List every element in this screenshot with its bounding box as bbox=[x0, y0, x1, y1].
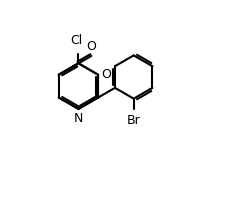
Text: O: O bbox=[101, 68, 111, 81]
Text: N: N bbox=[74, 112, 83, 125]
Text: Br: Br bbox=[127, 114, 140, 128]
Text: O: O bbox=[86, 40, 96, 53]
Text: Cl: Cl bbox=[70, 34, 82, 47]
